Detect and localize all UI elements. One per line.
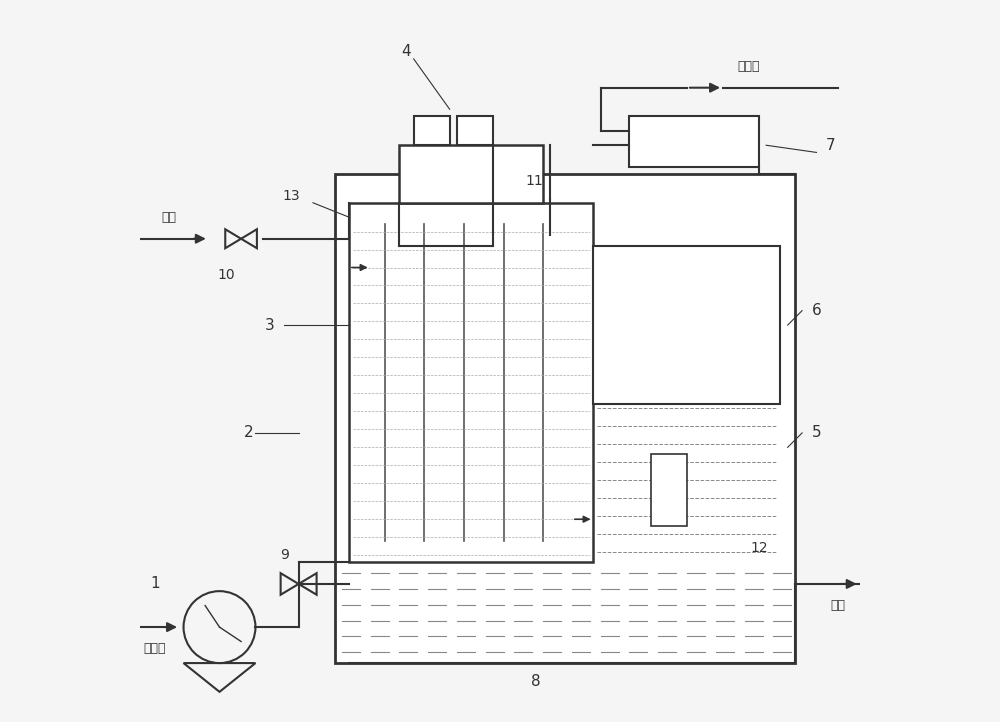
Text: 出水: 出水 [831, 599, 846, 612]
Text: 8: 8 [531, 674, 541, 689]
Text: 13: 13 [283, 188, 300, 203]
Bar [629, 116, 759, 167]
Bar [399, 145, 543, 203]
Text: 进水: 进水 [162, 211, 177, 224]
Text: 4: 4 [402, 44, 411, 59]
Text: 进气口: 进气口 [144, 642, 166, 655]
Bar [593, 246, 780, 404]
Text: 10: 10 [218, 268, 236, 282]
Bar [457, 116, 493, 145]
Text: 1: 1 [150, 576, 160, 591]
Text: 11: 11 [525, 174, 543, 188]
Text: 6: 6 [812, 303, 821, 318]
Text: 2: 2 [243, 425, 253, 440]
Text: 出气口: 出气口 [737, 60, 760, 73]
Bar [349, 203, 593, 562]
Bar [335, 174, 795, 663]
Text: 12: 12 [750, 541, 768, 555]
Text: 9: 9 [280, 548, 289, 562]
Text: 5: 5 [812, 425, 821, 440]
Text: 3: 3 [265, 318, 275, 333]
Bar [651, 454, 687, 526]
Bar [414, 116, 450, 145]
Text: 7: 7 [826, 138, 836, 153]
